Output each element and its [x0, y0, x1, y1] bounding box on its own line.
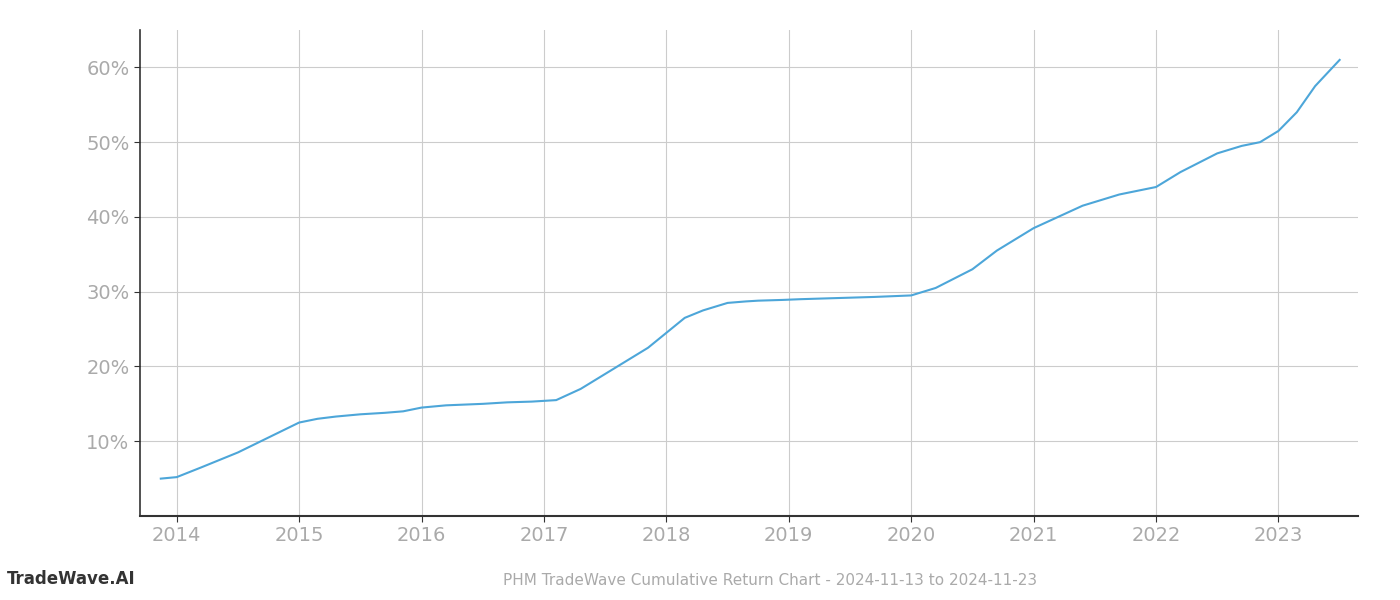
Text: PHM TradeWave Cumulative Return Chart - 2024-11-13 to 2024-11-23: PHM TradeWave Cumulative Return Chart - …: [503, 573, 1037, 588]
Text: TradeWave.AI: TradeWave.AI: [7, 570, 136, 588]
